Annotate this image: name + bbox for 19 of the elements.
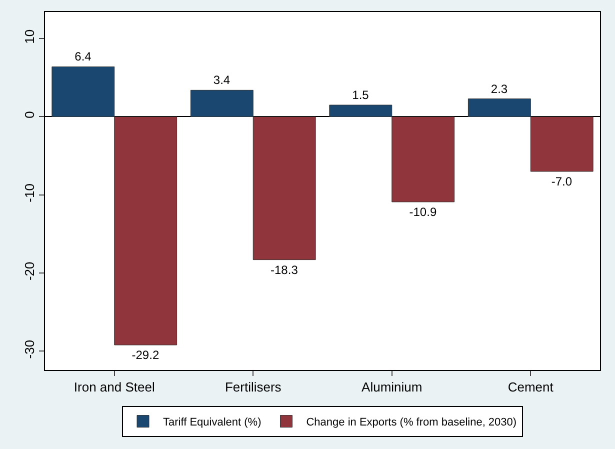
legend-label: Tariff Equivalent (%) bbox=[163, 416, 262, 429]
x-tick-label: Iron and Steel bbox=[74, 380, 155, 395]
y-tick-label: -20 bbox=[22, 262, 37, 281]
data-label: 3.4 bbox=[213, 73, 230, 88]
y-tick-label: 10 bbox=[22, 29, 37, 44]
data-label: -18.3 bbox=[270, 262, 298, 277]
data-label: -10.9 bbox=[409, 204, 437, 219]
data-label: 1.5 bbox=[352, 88, 370, 102]
y-tick-label: -30 bbox=[22, 340, 37, 359]
x-tick-label: Cement bbox=[508, 380, 554, 395]
data-label: -29.2 bbox=[132, 348, 160, 362]
data-label: 6.4 bbox=[74, 50, 92, 64]
data-label: 2.3 bbox=[490, 82, 508, 96]
data-label: -7.0 bbox=[551, 174, 572, 188]
x-tick-label: Fertilisers bbox=[224, 380, 282, 395]
legend-label: Change in Exports (% from baseline, 2030) bbox=[306, 416, 517, 429]
x-tick-label: Aluminium bbox=[362, 380, 422, 395]
y-tick-label: 0 bbox=[22, 111, 37, 118]
y-tick-label: -10 bbox=[22, 184, 37, 202]
